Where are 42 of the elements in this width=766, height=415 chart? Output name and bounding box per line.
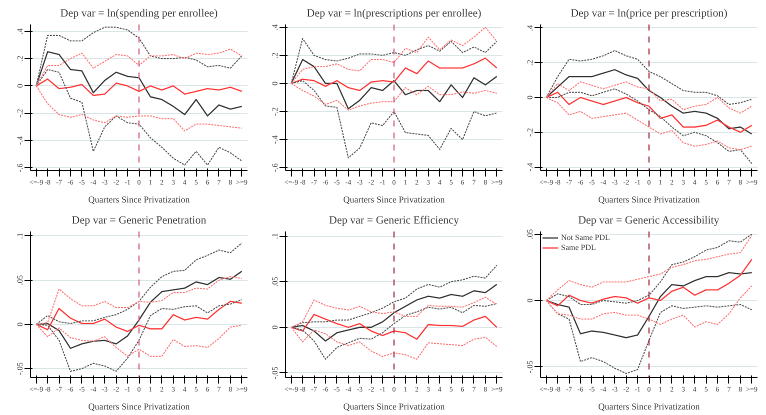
chart-title: Dep var = Generic Efficiency: [329, 214, 460, 226]
y-tick-label: 0: [270, 325, 280, 330]
y-tick-label: .2: [16, 56, 24, 62]
chart-title: Dep var = ln(price per prescription): [570, 8, 728, 20]
y-tick-label: .2: [270, 52, 280, 58]
y-tick-label: .05: [526, 229, 534, 240]
y-tick-label: .4: [270, 24, 280, 30]
y-tick-label: -.2: [16, 108, 24, 118]
y-tick-label: -.2: [270, 107, 280, 116]
y-tick-label: .1: [16, 232, 24, 239]
y-tick-label: -.6: [270, 163, 280, 172]
x-axis-title: Quarters Since Privatization: [88, 402, 190, 412]
y-tick-label: .4: [16, 28, 24, 34]
chart-title: Dep var = Generic Penetration: [72, 214, 207, 226]
x-axis-title: Quarters Since Privatization: [343, 402, 446, 412]
y-tick-label: .1: [270, 233, 280, 240]
y-tick-label: -.05: [16, 362, 24, 375]
y-tick-label: .2: [526, 60, 534, 66]
y-tick-label: 0: [526, 298, 534, 303]
x-axis-title: Quarters Since Privatization: [343, 194, 446, 204]
y-tick-label: 0: [270, 81, 280, 86]
y-tick-label: -.05: [526, 360, 534, 374]
chart-title: Dep var = ln(prescriptions per enrollee): [306, 8, 482, 20]
legend-label: Same PDL: [561, 243, 596, 252]
x-axis-title: Quarters Since Privatization: [88, 194, 190, 204]
chart-title: Dep var = Generic Accessibility: [578, 214, 720, 226]
x-axis-title: Quarters Since Privatization: [598, 402, 700, 412]
y-tick-label: -.6: [16, 163, 24, 172]
x-axis-title: Quarters Since Privatization: [598, 194, 700, 204]
y-tick-label: 0: [526, 96, 534, 100]
y-tick-label: .4: [526, 24, 534, 31]
y-tick-label: 0: [16, 84, 24, 88]
y-tick-label: -.2: [526, 128, 534, 137]
y-tick-label: -.4: [270, 135, 280, 144]
y-tick-label: -.05: [270, 366, 280, 380]
y-tick-label: .05: [16, 275, 24, 286]
legend-label: Not Same PDL: [561, 233, 610, 242]
y-tick-label: .05: [270, 276, 280, 287]
y-tick-label: -.4: [16, 136, 24, 145]
y-tick-label: 0: [16, 322, 24, 326]
y-tick-label: -.4: [526, 162, 534, 172]
chart-title: Dep var = ln(spending per enrollee): [60, 8, 218, 20]
